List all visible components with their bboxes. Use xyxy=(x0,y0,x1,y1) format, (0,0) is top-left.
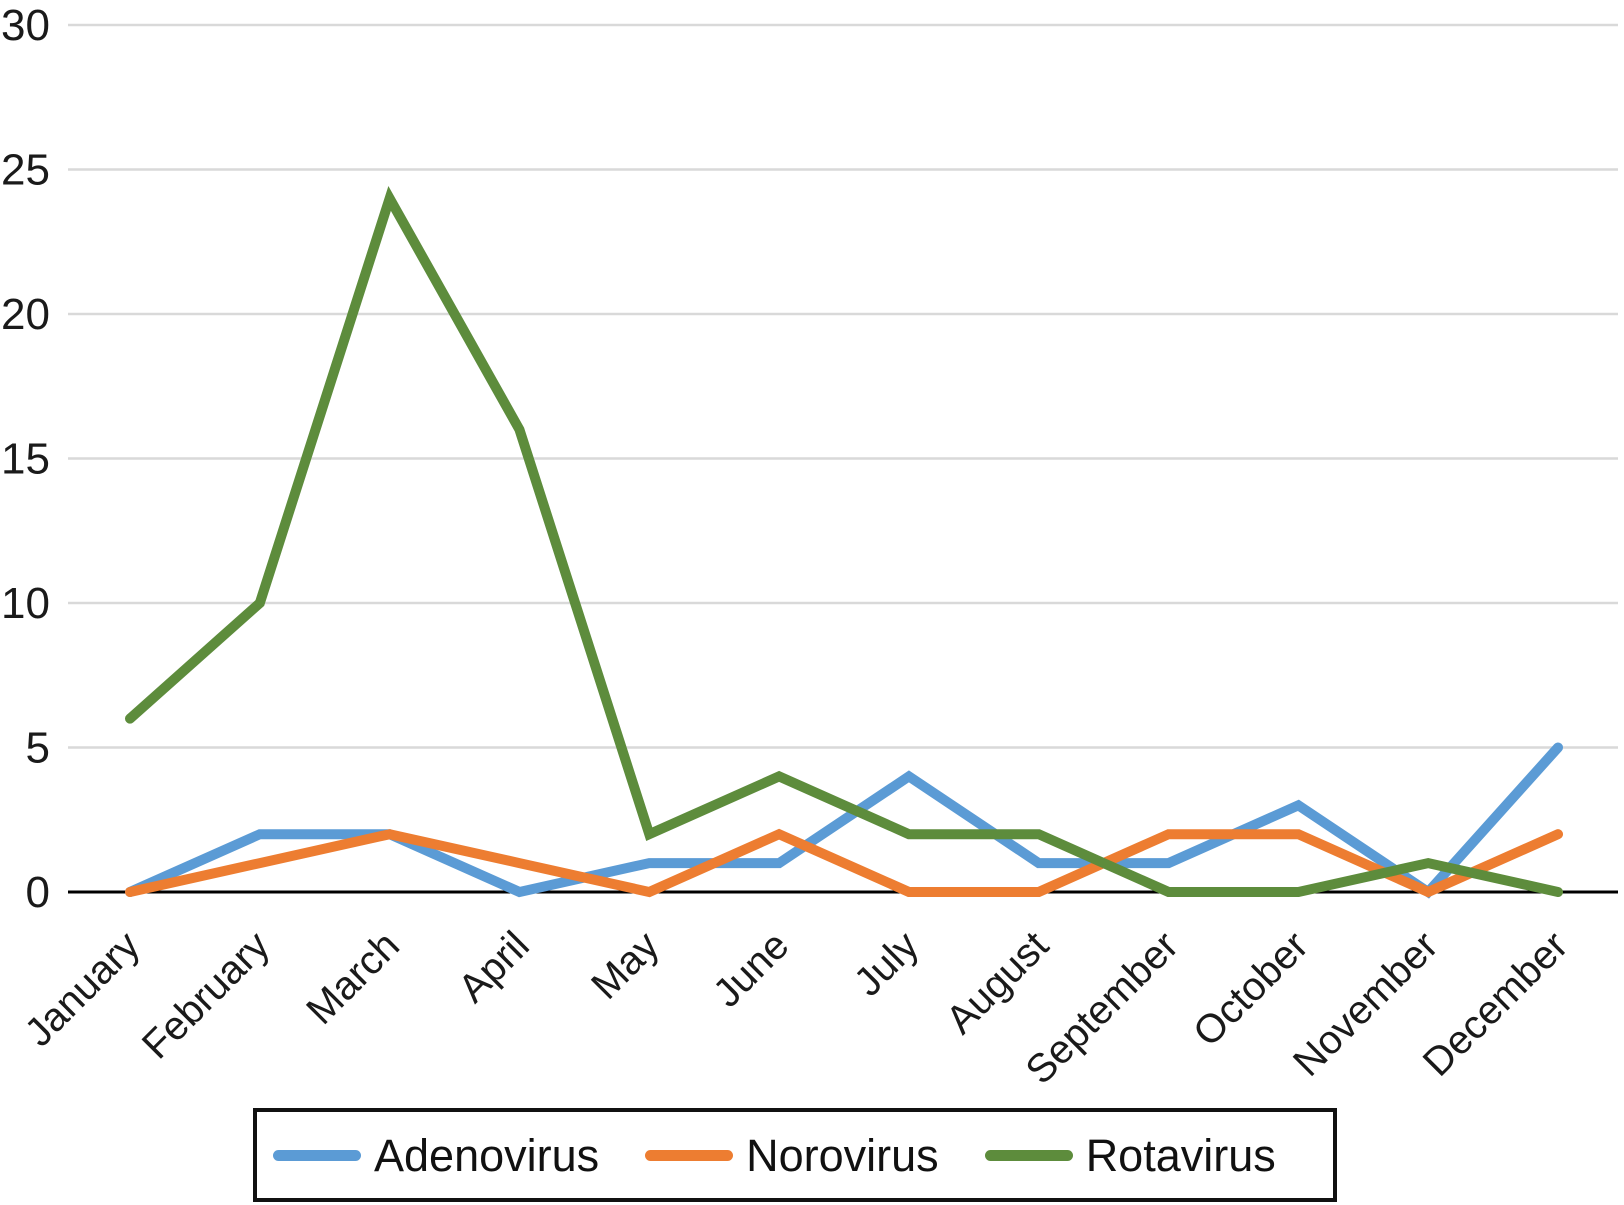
y-tick-label-5: 5 xyxy=(26,724,50,773)
x-tick-label-march: March xyxy=(298,923,408,1033)
legend-label-norovirus: Norovirus xyxy=(746,1129,939,1181)
x-tick-label-february: February xyxy=(134,923,278,1067)
series-line-adenovirus xyxy=(125,742,1564,899)
adenovirus-line-swatch-icon xyxy=(273,1149,361,1161)
y-tick-label-25: 25 xyxy=(1,146,50,195)
x-tick-label-april: April xyxy=(450,923,538,1011)
legend-label-adenovirus: Adenovirus xyxy=(374,1129,600,1181)
x-tick-label-january: January xyxy=(17,923,149,1055)
legend-item-norovirus: Norovirus xyxy=(645,1133,939,1178)
series-line-rotavirus xyxy=(125,185,1564,897)
legend-label-rotavirus: Rotavirus xyxy=(1085,1129,1276,1181)
y-tick-label-0: 0 xyxy=(26,868,50,917)
y-tick-label-20: 20 xyxy=(1,290,50,339)
y-tick-label-15: 15 xyxy=(1,435,50,484)
y-tick-label-30: 30 xyxy=(1,1,50,50)
legend-item-rotavirus: Rotavirus xyxy=(984,1129,1276,1181)
x-tick-label-july: July xyxy=(846,923,927,1004)
legend: Adenovirus Norovirus Rotavirus xyxy=(253,1108,1337,1202)
legend-item-adenovirus: Adenovirus xyxy=(273,1133,599,1178)
x-tick-label-october: October xyxy=(1185,923,1317,1055)
series-line-norovirus xyxy=(125,828,1564,898)
norovirus-line-swatch-icon xyxy=(645,1149,734,1161)
y-tick-label-10: 10 xyxy=(1,579,50,628)
rotavirus-line-swatch-icon xyxy=(984,1149,1073,1161)
x-tick-label-august: August xyxy=(938,923,1057,1042)
x-tick-label-may: May xyxy=(583,923,668,1008)
x-tick-label-june: June xyxy=(705,923,797,1015)
